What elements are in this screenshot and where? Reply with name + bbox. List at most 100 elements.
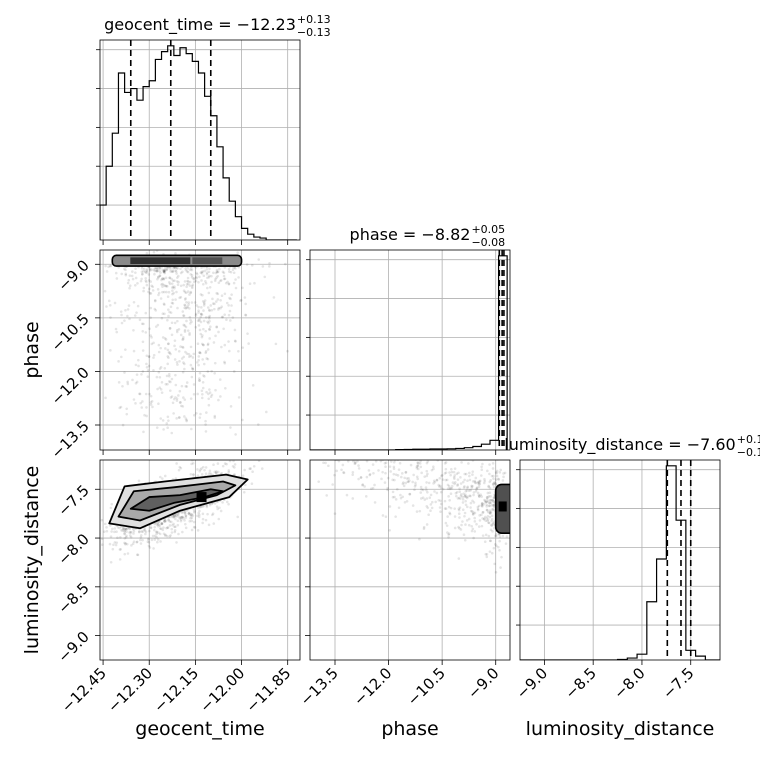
scatter-point [193,413,196,417]
scatter-point [374,460,378,463]
scatter-point [211,512,215,515]
scatter-point [137,479,141,483]
scatter-point [160,522,163,525]
scatter-point [364,439,367,442]
scatter-point [458,526,461,530]
scatter-point [152,353,156,357]
scatter-point [204,281,208,285]
scatter-point [115,530,118,534]
scatter-point [206,357,210,361]
scatter-point [214,388,217,392]
scatter-point [458,516,461,519]
scatter-point [490,504,494,507]
scatter-point [168,535,172,538]
scatter-point [402,456,405,459]
scatter-point [122,526,125,529]
scatter-point [398,461,402,465]
scatter-point [215,325,219,328]
scatter-point [186,267,190,270]
scatter-point [204,423,207,426]
scatter-point [149,526,153,529]
scatter-point [181,310,185,313]
scatter-point [218,267,221,271]
scatter-point [168,326,172,330]
scatter-point [401,482,405,486]
scatter-point [473,479,477,483]
scatter-point [386,476,390,480]
scatter-point [444,478,448,482]
scatter-point [446,439,449,442]
scatter-point [222,277,226,281]
scatter-point [145,270,149,274]
scatter-point [477,481,481,484]
scatter-point [161,277,165,280]
scatter-point [223,292,227,296]
scatter-point [164,382,168,386]
scatter-point [209,325,212,329]
scatter-point [125,542,129,546]
scatter-point [202,309,205,312]
scatter-point [387,457,390,460]
scatter-point [495,471,498,475]
scatter-point [443,499,447,503]
scatter-point [445,478,449,482]
scatter-point [152,547,155,550]
scatter-point [157,402,160,406]
scatter-point [488,480,492,484]
title-plus: +0.13 [297,13,331,26]
scatter-point [184,306,188,310]
scatter-point [250,482,254,486]
scatter-point [109,506,113,510]
scatter-point [152,356,155,359]
scatter-point [100,537,104,541]
scatter-point [365,426,368,429]
scatter-point [435,478,439,482]
scatter-point [175,290,178,294]
scatter-point [201,270,205,273]
scatter-point [138,392,142,396]
scatter-point [171,523,174,527]
scatter-point [461,495,464,499]
histogram-bars [100,40,297,240]
scatter-point [185,352,189,355]
scatter-point [201,392,204,396]
scatter-point [402,481,405,484]
scatter-point [153,528,156,532]
scatter-point [405,477,409,480]
scatter-point [157,523,160,526]
scatter-point [420,471,423,475]
scatter-point [352,430,355,433]
scatter-point [446,515,449,518]
scatter-point [460,461,463,464]
scatter-point [496,460,499,461]
scatter-point [498,539,501,543]
scatter-point [144,331,148,334]
scatter-point [369,487,373,491]
scatter-point [449,473,452,477]
scatter-point [495,544,498,548]
scatter-point [416,464,420,468]
scatter-point [463,514,466,518]
scatter-point [372,471,375,475]
scatter-point [132,398,136,401]
scatter-point [170,531,174,534]
panel-border [519,459,721,661]
scatter-point [475,522,478,526]
scatter-point [156,288,160,291]
scatter-point [109,560,113,564]
scatter-point [241,474,245,477]
scatter-point [150,284,153,288]
scatter-point [153,538,157,541]
scatter-point [187,282,190,286]
scatter-point [228,296,231,300]
scatter-point [174,269,177,272]
y-axis-title-phase: phase [21,321,43,378]
scatter-point [434,500,437,504]
scatter-point [488,509,492,512]
scatter-point [340,439,343,442]
x-tick-label: −13.5 [297,664,342,709]
scatter-point [397,506,401,510]
scatter-point [437,455,440,458]
scatter-point [471,513,475,516]
scatter-point [132,328,135,332]
